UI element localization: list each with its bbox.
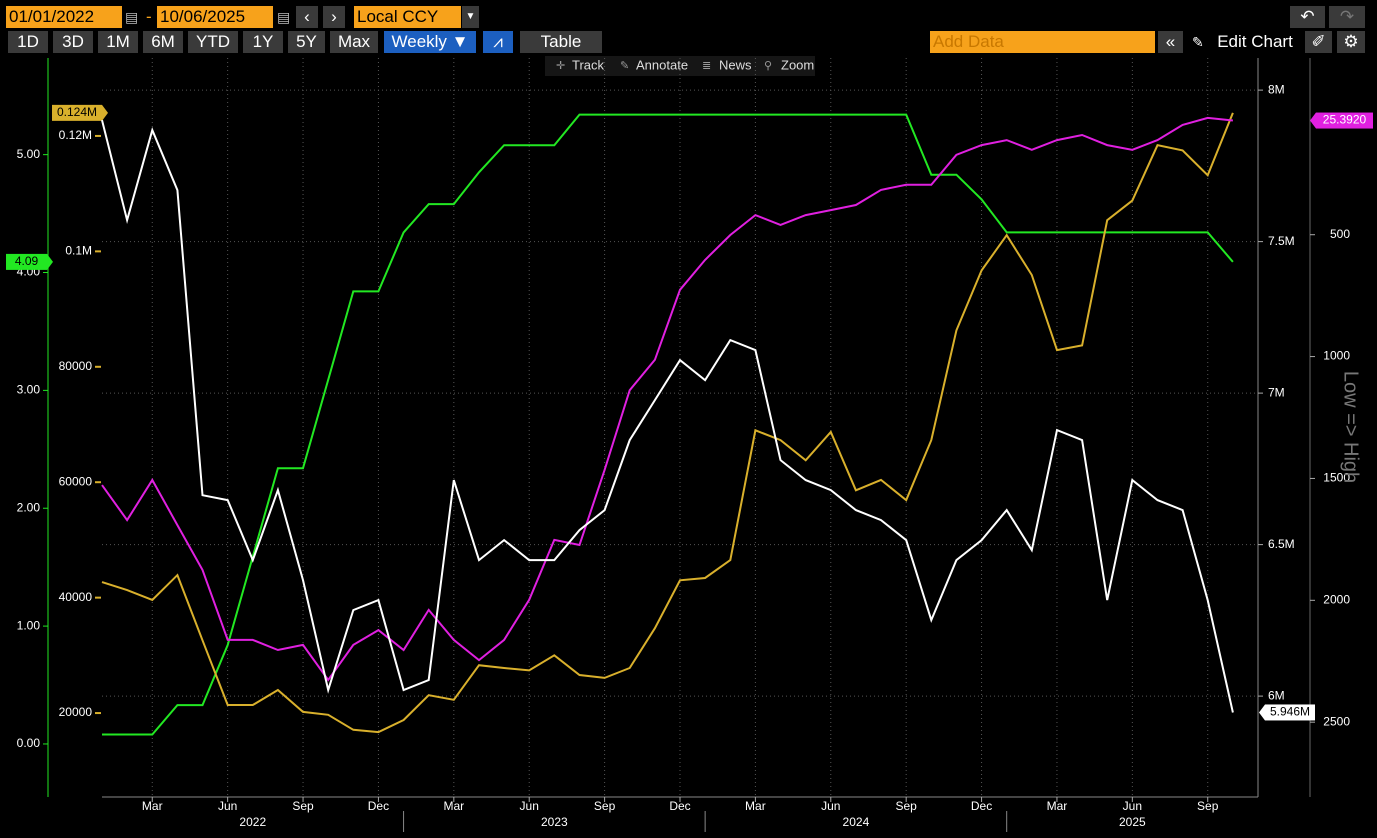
icon: ✎ — [620, 60, 629, 72]
last-value-tag — [1265, 704, 1315, 721]
y3-tick-label: 8M — [1268, 82, 1285, 96]
y2-tick-label: 40000 — [59, 590, 93, 604]
range-button[interactable]: 1M — [98, 31, 138, 53]
currency[interactable]: Local CCY — [354, 6, 461, 28]
y4-tick-label: 1500 — [1323, 471, 1350, 485]
last-value-tag — [52, 104, 102, 121]
x-tick-label: Mar — [142, 799, 163, 813]
tool[interactable]: Annotate — [636, 57, 688, 72]
frequency[interactable]: Weekly ▼ — [384, 31, 476, 53]
table-button[interactable]: Table — [520, 31, 602, 53]
range-button[interactable]: 1Y — [243, 31, 283, 53]
tool[interactable]: Zoom — [781, 57, 814, 72]
x-tick-label: Mar — [745, 799, 766, 813]
tag-arrow — [102, 104, 108, 121]
prev-button[interactable]: ‹ — [296, 6, 318, 28]
y3-tick-label: 6.5M — [1268, 537, 1295, 551]
icon: ✛ — [556, 60, 565, 72]
calendar-icon[interactable]: ▤ — [277, 9, 291, 25]
y2-tick-label: 60000 — [59, 474, 93, 488]
y-tick-label: 3.00 — [17, 383, 41, 397]
x-tick-label: Jun — [1123, 799, 1142, 813]
icon: ⚲ — [764, 60, 772, 72]
settings-icon[interactable]: ✐ — [1305, 31, 1332, 53]
x-year-label: 2025 — [1119, 815, 1146, 829]
edit-chart[interactable]: Edit Chart — [1217, 32, 1293, 51]
collapse[interactable]: « — [1158, 31, 1183, 53]
x-tick-label: Dec — [669, 799, 690, 813]
redo[interactable]: ↷ — [1329, 6, 1365, 28]
range-button[interactable]: YTD — [188, 31, 238, 53]
x-year-label: 2024 — [843, 815, 870, 829]
y-tick-label: 5.00 — [17, 147, 41, 161]
y3-tick-label: 7.5M — [1268, 234, 1295, 248]
last-value-label: 5.946M — [1270, 705, 1310, 719]
end-date[interactable]: 10/06/2025 — [157, 6, 273, 28]
last-value-label: 25.3920 — [1323, 113, 1367, 127]
separator: - — [146, 7, 152, 26]
range-button[interactable]: 3D — [53, 31, 93, 53]
last-value-label: 4.09 — [15, 254, 39, 268]
range-button[interactable]: 6M — [143, 31, 183, 53]
series-line — [101, 119, 1234, 713]
range-button[interactable]: Max — [330, 31, 378, 53]
tool[interactable]: Track — [572, 57, 605, 72]
tool[interactable]: News — [719, 57, 752, 72]
x-tick-label: Mar — [1047, 799, 1068, 813]
range-button[interactable]: 5Y — [288, 31, 325, 53]
x-tick-label: Jun — [520, 799, 539, 813]
x-tick-label: Dec — [368, 799, 389, 813]
x-tick-label: Jun — [218, 799, 237, 813]
y4-tick-label: 500 — [1330, 227, 1350, 241]
last-value-tag — [6, 253, 47, 270]
undo[interactable]: ↶ — [1290, 6, 1325, 28]
y3-tick-label: 6M — [1268, 688, 1285, 702]
y2-tick-label: 0.12M — [59, 128, 92, 142]
series-line — [101, 112, 1234, 734]
y4-axis-label: Low => High — [1340, 371, 1362, 483]
x-tick-label: Sep — [292, 799, 314, 813]
icon: ≣ — [702, 60, 711, 72]
last-value-tag — [1316, 112, 1373, 129]
next-button[interactable]: › — [323, 6, 345, 28]
series-line — [101, 116, 1234, 682]
add-data[interactable]: Add Data — [930, 31, 1155, 53]
range-button[interactable]: 1D — [8, 31, 48, 53]
x-tick-label: Jun — [821, 799, 840, 813]
y2-tick-label: 0.1M — [65, 244, 92, 258]
tag-arrow — [1310, 112, 1316, 129]
y-tick-label: 1.00 — [17, 618, 41, 632]
x-tick-label: Sep — [1197, 799, 1219, 813]
y4-tick-label: 1000 — [1323, 349, 1350, 363]
x-tick-label: Sep — [594, 799, 616, 813]
x-year-label: 2022 — [239, 815, 266, 829]
dropdown[interactable]: ▼ — [462, 6, 479, 28]
x-tick-label: Dec — [971, 799, 992, 813]
tag-arrow — [1259, 704, 1265, 721]
tag-arrow — [47, 253, 53, 270]
y3-tick-label: 7M — [1268, 385, 1285, 399]
series-line — [102, 113, 1234, 736]
y-tick-label: 0.00 — [17, 736, 41, 750]
calendar-icon[interactable]: ▤ — [125, 9, 139, 25]
x-tick-label: Sep — [895, 799, 917, 813]
last-value-label: 0.124M — [57, 105, 97, 119]
chart-type-button[interactable]: ⩘ — [483, 31, 513, 53]
start-date[interactable]: 01/01/2022 — [6, 6, 122, 28]
x-year-label: 2023 — [541, 815, 568, 829]
gear-icon[interactable]: ⚙ — [1337, 31, 1365, 53]
y4-tick-label: 2000 — [1323, 592, 1350, 606]
y2-tick-label: 20000 — [59, 705, 93, 719]
y-tick-label: 2.00 — [17, 500, 41, 514]
y4-tick-label: 2500 — [1323, 714, 1350, 728]
pencil-icon: ✎ — [1192, 34, 1204, 50]
x-tick-label: Mar — [443, 799, 464, 813]
y2-tick-label: 80000 — [59, 359, 93, 373]
